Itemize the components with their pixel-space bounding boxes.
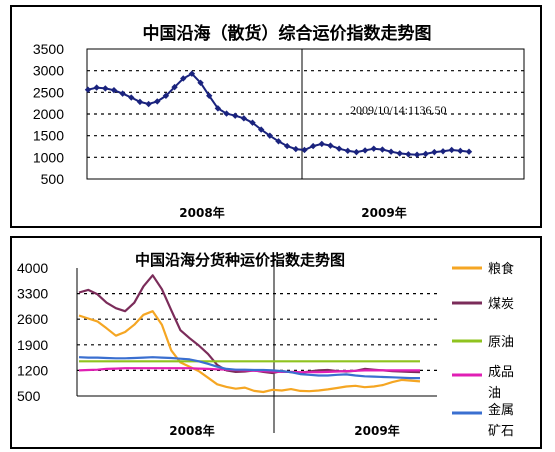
cargo-y-tick-label: 2600 [17,311,48,327]
cargo-y-ticks: 4000 3300 2600 1900 1200 500 [17,260,48,404]
composite-data-point [309,142,317,150]
cargo-legend-label: 粮食 [488,261,514,277]
composite-data-point [93,84,100,91]
cargo-chart: 中国沿海分货种运价指数走势图 4000 3300 2600 1900 1200 500 2… [17,251,514,439]
composite-annotation: 2009/10/14:1136.50 [350,103,447,117]
composite-data-point [110,86,118,94]
composite-data-point [275,138,282,145]
composite-data-point [188,70,196,77]
composite-data-point [327,142,334,149]
cargo-series [78,274,421,394]
composite-data-point [266,132,274,139]
composite-data-point [136,98,144,106]
composite-series [84,70,473,158]
composite-data-point [301,146,308,154]
composite-y-tick-label: 2500 [33,84,64,100]
composite-gridlines [87,70,524,158]
composite-data-point [249,119,256,126]
cargo-y-tick-label: 1900 [17,337,48,353]
composite-x-label-2009: 2009年 [361,205,406,220]
composite-data-point [223,110,230,117]
composite-data-point [197,79,204,86]
composite-data-point [379,146,386,153]
composite-data-point [431,148,438,156]
cargo-y-tick-label: 4000 [17,260,48,276]
composite-data-point [318,140,325,148]
cargo-y-tick-label: 1200 [17,362,48,378]
cargo-chart-title: 中国沿海分货种运价指数走势图 [135,251,345,269]
composite-data-point [396,150,403,157]
composite-data-point [162,92,170,99]
composite-data-point [465,148,473,155]
cargo-legend-label: 煤炭 [488,297,514,312]
composite-data-point [422,150,429,158]
composite-y-ticks: 3500 3000 2500 2000 1500 1000 500 [33,41,64,187]
composite-data-point [335,145,343,152]
composite-y-tick-label: 2000 [33,106,64,122]
cargo-legend-label: 原油 [488,335,514,350]
composite-data-point [145,100,152,108]
composite-data-point [232,112,239,119]
composite-data-point [102,85,109,92]
composite-data-point [457,147,464,155]
composite-data-point [206,92,213,99]
composite-data-point [448,146,455,154]
composite-y-tick-label: 1000 [33,149,64,165]
composite-data-point [370,145,377,152]
composite-data-point [283,142,291,150]
composite-data-point [180,75,187,82]
composite-y-tick-label: 1500 [33,128,64,144]
composite-data-point [171,83,178,91]
cargo-legend-label: 成品油 [488,365,514,401]
cargo-legend-label: 金属矿石 [488,402,514,439]
cargo-series-line [78,310,421,394]
composite-data-point [154,98,161,105]
composite-data-point [353,148,360,156]
composite-data-point [405,151,412,158]
cargo-y-tick-label: 3300 [17,286,48,302]
composite-data-point [361,147,369,154]
cargo-x-label-2008: 2008年 [169,423,214,438]
composite-data-point [214,105,222,112]
composite-data-point [84,86,92,93]
cargo-chart-panel: 中国沿海分货种运价指数走势图 4000 3300 2600 1900 1200 500 2… [10,236,542,449]
composite-y-tick-label: 3500 [33,41,64,57]
composite-data-point [128,94,135,101]
composite-data-point [257,126,265,133]
cargo-series-line [78,356,420,380]
composite-data-point [240,115,248,122]
composite-data-point [292,145,300,153]
composite-y-tick-label: 3000 [33,63,64,79]
composite-data-point [439,148,447,155]
composite-chart-panel: 中国沿海（散货）综合运价指数走势图 3500 3000 2500 2000 1500 10… [10,5,542,228]
composite-data-point [387,148,395,155]
composite-chart: 中国沿海（散货）综合运价指数走势图 3500 3000 2500 2000 1500 10… [33,23,525,220]
composite-data-point [413,151,421,158]
composite-data-point [344,147,351,155]
composite-x-label-2008: 2008年 [179,205,224,220]
composite-y-tick-label: 500 [41,171,65,187]
composite-data-point [119,90,126,97]
composite-chart-title: 中国沿海（散货）综合运价指数走势图 [143,23,432,44]
cargo-x-label-2009: 2009年 [354,423,399,438]
cargo-y-tick-label: 500 [17,388,41,404]
